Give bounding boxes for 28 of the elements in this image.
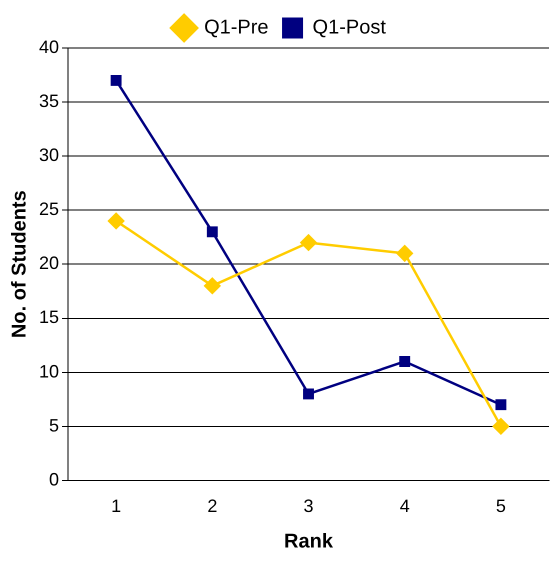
y-tick-label: 5	[49, 415, 60, 436]
x-tick-label: 4	[400, 496, 410, 516]
point	[206, 226, 218, 238]
y-tick-label: 10	[38, 361, 60, 382]
point	[110, 74, 122, 86]
y-tick-label: 30	[38, 145, 60, 166]
y-tick-label: 20	[38, 253, 60, 274]
point	[300, 234, 318, 252]
x-tick-label: 5	[496, 496, 506, 516]
point	[396, 244, 414, 262]
y-tick-label: 15	[38, 307, 60, 328]
point	[492, 418, 510, 435]
y-axis-title: No. of Students	[8, 190, 31, 338]
y-tick-label: 35	[38, 91, 60, 112]
point	[303, 388, 314, 400]
point	[204, 277, 221, 294]
x-tick-label: 1	[111, 496, 122, 516]
point	[108, 212, 125, 230]
y-tick-label: 40	[38, 36, 60, 57]
legend-label: Q1-Post	[312, 16, 386, 39]
y-tick-label: 0	[49, 469, 60, 490]
x-tick-label: 3	[304, 496, 314, 516]
x-axis-title: Rank	[284, 530, 334, 553]
point	[495, 399, 506, 410]
x-tick-label: 2	[207, 496, 218, 516]
legend-label: Q1-Pre	[204, 16, 269, 39]
point	[399, 356, 410, 367]
y-tick-label: 25	[38, 199, 60, 220]
